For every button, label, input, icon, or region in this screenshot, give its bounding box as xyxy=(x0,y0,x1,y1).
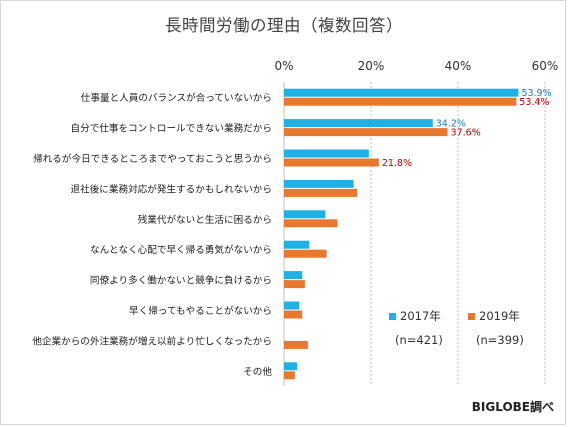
legend-2017-n: (n=421) xyxy=(395,333,443,347)
x-tick-label-3: 60% xyxy=(532,59,559,73)
bar-2017-0 xyxy=(284,88,519,97)
category-label-0: 仕事量と人員のバランスが合っていないから xyxy=(81,92,272,104)
legend-2019-n: (n=399) xyxy=(476,333,524,347)
bar-2019-4 xyxy=(284,219,338,228)
category-label-6: 同僚より多く働かないと競争に負けるから xyxy=(90,275,272,287)
bar-2017-5 xyxy=(284,240,310,249)
legend-2019: 2019年 xyxy=(468,308,520,324)
bar-2019-3 xyxy=(284,188,358,197)
chart-title: 長時間労働の理由（複数回答） xyxy=(165,16,403,35)
category-label-5: なんとなく心配で早く帰る勇気がないから xyxy=(90,244,272,256)
bar-2019-1 xyxy=(284,128,448,137)
legend-2019-swatch xyxy=(468,313,475,320)
legend-2019-note: (n=399) xyxy=(476,333,524,347)
bar-2017-7 xyxy=(284,301,300,310)
data-label-2019-2: 21.8% xyxy=(382,158,412,169)
category-label-4: 残業代がないと生活に困るから xyxy=(138,214,272,226)
data-label-2017-1: 34.2% xyxy=(436,119,466,130)
bar-2019-6 xyxy=(284,280,305,289)
bar-2019-7 xyxy=(284,310,303,319)
x-tick-label-0: 0% xyxy=(274,59,293,73)
source-credit: BIGLOBE調べ xyxy=(471,400,554,414)
bar-2019-0 xyxy=(284,97,517,106)
legend-2017: 2017年 xyxy=(389,308,441,324)
category-label-3: 退社後に業務対応が発生するかもしれないから xyxy=(71,183,272,195)
bar-2019-2 xyxy=(284,158,379,167)
bar-2019-9 xyxy=(284,371,295,380)
bar-2019-5 xyxy=(284,249,327,258)
data-label-2019-1: 37.6% xyxy=(451,128,481,139)
x-tick-label-1: 20% xyxy=(358,59,385,73)
x-tick-label-2: 40% xyxy=(445,59,472,73)
data-label-2017-0: 53.9% xyxy=(521,88,551,99)
legend-2017-swatch xyxy=(389,313,396,320)
data-label-2019-0: 53.4% xyxy=(519,97,549,108)
bar-2017-6 xyxy=(284,271,303,280)
category-label-7: 早く帰ってもやることがないから xyxy=(129,305,272,317)
category-label-9: その他 xyxy=(243,366,272,378)
legend-2019-label: 2019年 xyxy=(479,309,520,323)
legend-2017-label: 2017年 xyxy=(400,309,441,323)
category-label-8: 他企業からの外注業務が増え以前より忙しくなったから xyxy=(32,335,272,347)
bar-2017-9 xyxy=(284,362,298,371)
bar-2017-2 xyxy=(284,149,369,158)
legend-2017-note: (n=421) xyxy=(395,333,443,347)
bar-2017-1 xyxy=(284,119,433,128)
category-label-1: 自分で仕事をコントロールできない業務だから xyxy=(71,123,272,135)
bar-2017-3 xyxy=(284,179,354,188)
category-label-2: 帰れるが今日できるところまでやっておこうと思うから xyxy=(33,153,272,165)
bar-2019-8 xyxy=(284,340,308,349)
bar-2017-4 xyxy=(284,210,326,219)
